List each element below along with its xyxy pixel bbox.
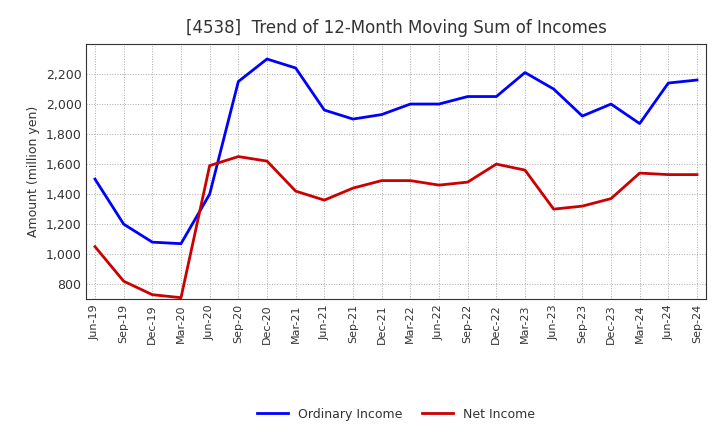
Net Income (664, 172, 672, 177)
Ordinary Income (693, 77, 701, 83)
Line: Net Income: Net Income (95, 157, 697, 298)
Ordinary Income (607, 101, 616, 106)
Net Income (521, 168, 529, 173)
Ordinary Income (435, 101, 444, 106)
Ordinary Income (320, 107, 328, 113)
Net Income (348, 186, 357, 191)
Net Income (635, 170, 644, 176)
Ordinary Income (91, 176, 99, 182)
Ordinary Income (120, 221, 128, 227)
Ordinary Income (549, 86, 558, 92)
Ordinary Income (635, 121, 644, 126)
Net Income (578, 203, 587, 209)
Net Income (464, 180, 472, 185)
Ordinary Income (521, 70, 529, 75)
Net Income (176, 295, 185, 301)
Ordinary Income (263, 56, 271, 62)
Ordinary Income (464, 94, 472, 99)
Ordinary Income (292, 66, 300, 71)
Ordinary Income (176, 241, 185, 246)
Net Income (234, 154, 243, 159)
Net Income (549, 206, 558, 212)
Net Income (91, 244, 99, 249)
Net Income (492, 161, 500, 167)
Net Income (320, 198, 328, 203)
Ordinary Income (578, 114, 587, 119)
Y-axis label: Amount (million yen): Amount (million yen) (27, 106, 40, 237)
Ordinary Income (234, 79, 243, 84)
Ordinary Income (205, 191, 214, 197)
Legend: Ordinary Income, Net Income: Ordinary Income, Net Income (252, 403, 540, 425)
Line: Ordinary Income: Ordinary Income (95, 59, 697, 244)
Ordinary Income (492, 94, 500, 99)
Net Income (205, 163, 214, 168)
Net Income (406, 178, 415, 183)
Ordinary Income (377, 112, 386, 117)
Net Income (292, 188, 300, 194)
Net Income (263, 158, 271, 164)
Net Income (377, 178, 386, 183)
Net Income (693, 172, 701, 177)
Title: [4538]  Trend of 12-Month Moving Sum of Incomes: [4538] Trend of 12-Month Moving Sum of I… (186, 19, 606, 37)
Ordinary Income (348, 117, 357, 122)
Ordinary Income (406, 101, 415, 106)
Ordinary Income (148, 239, 157, 245)
Net Income (120, 279, 128, 284)
Ordinary Income (664, 81, 672, 86)
Net Income (148, 292, 157, 297)
Net Income (435, 183, 444, 188)
Net Income (607, 196, 616, 201)
